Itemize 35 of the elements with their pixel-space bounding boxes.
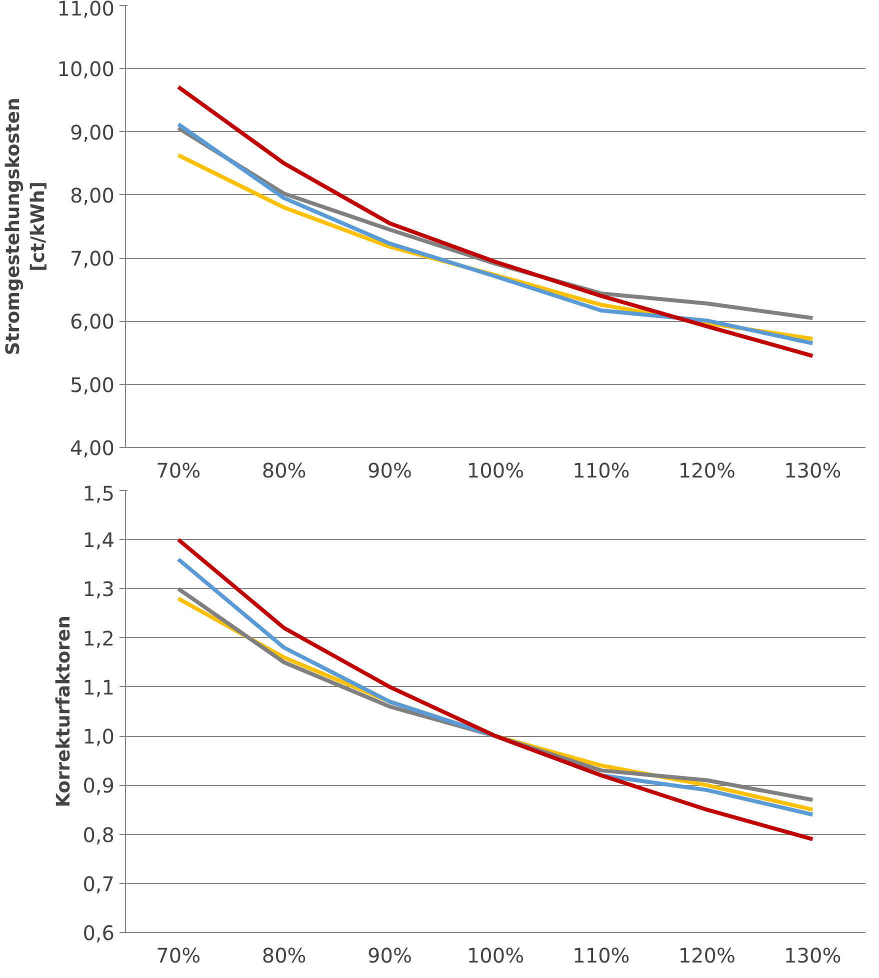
x-tick-label: 110% — [572, 458, 630, 482]
y-tick-label: 6,00 — [70, 310, 114, 334]
y-tick-label: 0,6 — [82, 921, 115, 945]
x-tick-label: 90% — [368, 458, 412, 482]
x-tick-label: 70% — [156, 944, 201, 968]
x-tick-label: 70% — [156, 458, 201, 482]
y-tick-label: 0,9 — [82, 774, 115, 798]
x-tick-label: 100% — [466, 458, 524, 482]
y-tick-label: 1,2 — [82, 626, 115, 650]
y-tick-label: 4,00 — [70, 436, 114, 460]
x-tick-label: 110% — [572, 944, 630, 968]
y-tick-label: 0,8 — [82, 822, 115, 847]
y-tick-label: 1,4 — [82, 528, 115, 552]
y-tick-label: 5,00 — [70, 372, 114, 397]
y-axis-title: Stromgestehungskosten [ct/kWh] — [3, 98, 50, 356]
y-tick-label: 10,00 — [57, 57, 115, 82]
y-tick-label: 1,5 — [82, 482, 115, 506]
x-tick-label: 130% — [784, 458, 842, 482]
y-tick-label: 1,0 — [82, 724, 115, 749]
x-tick-label: 80% — [262, 944, 306, 968]
line-series — [176, 84, 815, 358]
y-tick-label: 8,00 — [70, 183, 114, 208]
y-tick-label: 11,00 — [57, 0, 115, 20]
x-tick-label: 120% — [678, 458, 736, 482]
y-axis-title: Korrekturfaktoren — [54, 616, 75, 808]
x-tick-label: 100% — [466, 944, 524, 968]
x-tick-label: 80% — [262, 458, 306, 482]
y-tick-label: 9,00 — [70, 120, 114, 144]
y-tick-label: 1,1 — [82, 675, 115, 700]
x-tick-label: 90% — [368, 944, 412, 968]
x-tick-label: 120% — [678, 944, 736, 968]
y-tick-label: 7,00 — [70, 246, 114, 271]
y-tick-label: 1,3 — [82, 577, 115, 602]
x-tick-label: 130% — [784, 944, 842, 968]
y-tick-label: 0,7 — [82, 872, 115, 896]
